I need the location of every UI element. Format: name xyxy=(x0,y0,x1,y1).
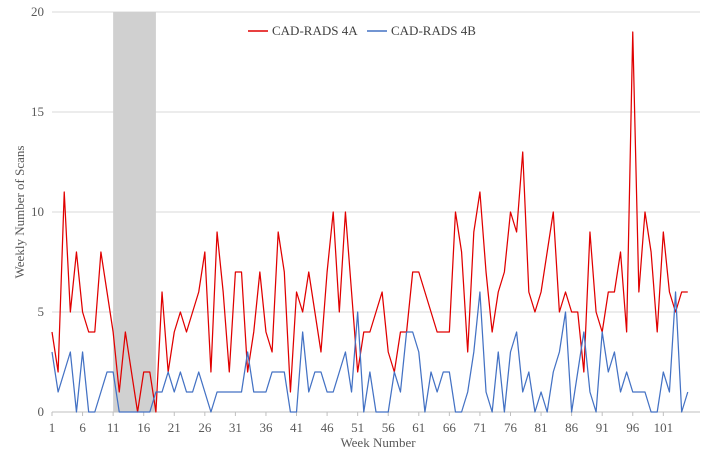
x-tick-label-51: 51 xyxy=(351,420,364,435)
x-tick-label-6: 6 xyxy=(79,420,86,435)
x-tick-label-41: 41 xyxy=(290,420,303,435)
x-tick-label-56: 56 xyxy=(382,420,396,435)
y-tick-label-10: 10 xyxy=(31,204,44,219)
legend-label-4b: CAD-RADS 4B xyxy=(391,23,476,38)
shaded-region xyxy=(113,12,156,412)
shaded-region-layer xyxy=(113,12,156,412)
x-tick-label-91: 91 xyxy=(596,420,609,435)
x-tick-label-21: 21 xyxy=(168,420,181,435)
series-line-cad-rads-4a xyxy=(51,31,688,413)
y-tick-label-0: 0 xyxy=(38,404,45,419)
x-tick-label-36: 36 xyxy=(259,420,273,435)
x-tick-label-26: 26 xyxy=(198,420,212,435)
legend: CAD-RADS 4A CAD-RADS 4B xyxy=(248,23,476,38)
x-tick-label-81: 81 xyxy=(535,420,548,435)
x-tick-label-16: 16 xyxy=(137,420,151,435)
x-tick-label-86: 86 xyxy=(565,420,579,435)
x-tick-label-71: 71 xyxy=(473,420,486,435)
y-tick-label-5: 5 xyxy=(38,304,45,319)
y-axis: 0 5 10 15 20 xyxy=(31,4,44,419)
x-axis-title: Week Number xyxy=(340,435,416,450)
y-tick-label-20: 20 xyxy=(31,4,44,19)
series-layer xyxy=(51,31,689,413)
x-tick-label-96: 96 xyxy=(626,420,640,435)
x-tick-label-101: 101 xyxy=(654,420,674,435)
x-tick-label-11: 11 xyxy=(107,420,120,435)
x-tick-label-31: 31 xyxy=(229,420,242,435)
x-tick-label-66: 66 xyxy=(443,420,457,435)
x-tick-label-46: 46 xyxy=(321,420,335,435)
x-tick-label-76: 76 xyxy=(504,420,518,435)
y-axis-title: Weekly Number of Scans xyxy=(12,146,27,279)
x-axis: 1 6 11 16 21 26 31 36 41 46 51 56 61 66 71 76 81 86 91 96 10… xyxy=(49,411,700,435)
y-tick-label-15: 15 xyxy=(31,104,44,119)
series-line-cad-rads-4b xyxy=(51,291,689,413)
x-tick-label-61: 61 xyxy=(412,420,425,435)
legend-label-4a: CAD-RADS 4A xyxy=(272,23,358,38)
x-tick-label-1: 1 xyxy=(49,420,56,435)
